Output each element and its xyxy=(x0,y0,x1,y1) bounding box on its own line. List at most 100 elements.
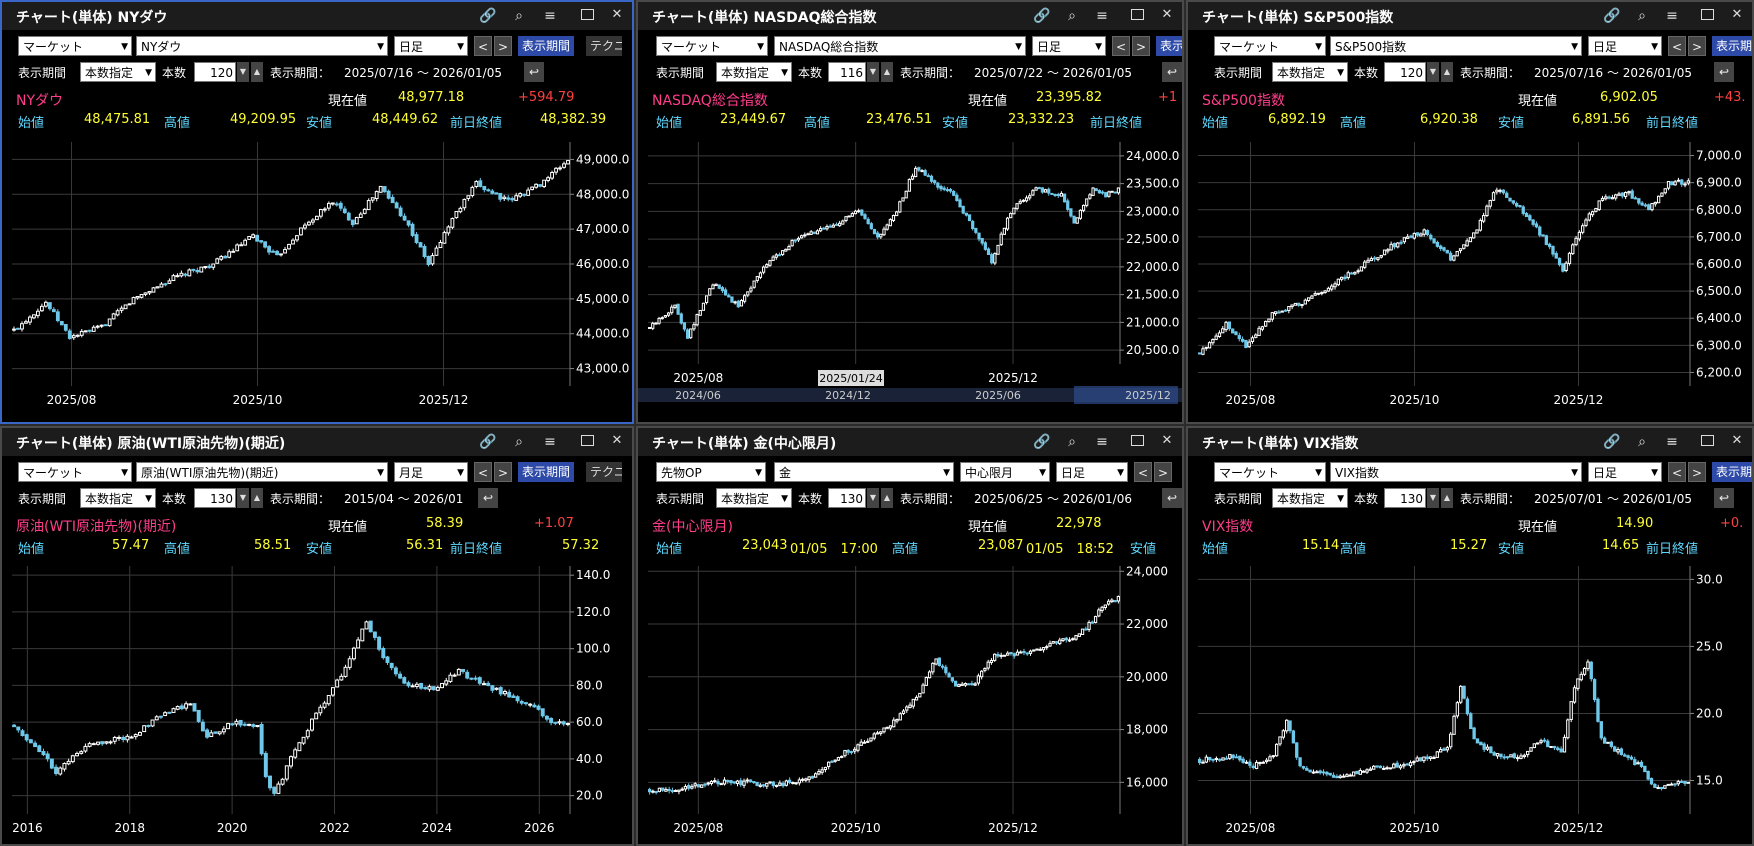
close-icon[interactable]: ✕ xyxy=(1161,433,1173,448)
count-up[interactable]: ▲ xyxy=(1441,488,1453,508)
panel-titlebar[interactable]: チャート(単体) NASDAQ総合指数 🔗 ⌕ ≡ ✕ xyxy=(638,2,1182,30)
price-chart[interactable]: 30.0 25.0 20.0 15.0 2025/08 2025/10 2025/12 xyxy=(1188,560,1752,844)
next-button[interactable]: > xyxy=(1688,36,1706,56)
reload-icon[interactable]: ↩ xyxy=(1162,488,1182,508)
next-button[interactable]: > xyxy=(1132,36,1150,56)
count-up[interactable]: ▲ xyxy=(1441,62,1453,82)
timeframe-select[interactable]: 日足 ▼ xyxy=(1056,462,1128,482)
count-up[interactable]: ▲ xyxy=(881,62,893,82)
display-period-button[interactable]: 表示期間 xyxy=(1156,36,1182,56)
reload-icon[interactable]: ↩ xyxy=(1714,488,1734,508)
count-up[interactable]: ▲ xyxy=(251,62,263,82)
count-up[interactable]: ▲ xyxy=(881,488,893,508)
period-mode-select[interactable]: 本数指定 ▼ xyxy=(1272,62,1348,82)
period-mode-select[interactable]: 本数指定 ▼ xyxy=(80,488,156,508)
menu-icon[interactable]: ≡ xyxy=(1666,8,1678,24)
count-input[interactable]: 130 xyxy=(828,488,866,508)
market-select[interactable]: マーケット ▼ xyxy=(1214,36,1326,56)
prev-button[interactable]: < xyxy=(474,462,492,482)
reload-icon[interactable]: ↩ xyxy=(478,488,498,508)
panel-titlebar[interactable]: チャート(単体) S&P500指数 🔗 ⌕ ≡ ✕ xyxy=(1188,2,1752,30)
count-up[interactable]: ▲ xyxy=(251,488,263,508)
close-icon[interactable]: ✕ xyxy=(611,7,623,22)
reload-icon[interactable]: ↩ xyxy=(1162,62,1182,82)
link-icon[interactable]: 🔗 xyxy=(1603,434,1621,450)
next-button[interactable]: > xyxy=(1688,462,1706,482)
panel-titlebar[interactable]: チャート(単体) VIX指数 🔗 ⌕ ≡ ✕ xyxy=(1188,428,1752,456)
market-select[interactable]: マーケット ▼ xyxy=(18,36,132,56)
count-down[interactable]: ▼ xyxy=(867,488,879,508)
price-chart[interactable]: 140.0 120.0 100.0 80.0 60.0 40.0 20.0 2016 2018 2… xyxy=(2,560,632,844)
period-mode-select[interactable]: 本数指定 ▼ xyxy=(716,488,792,508)
count-input[interactable]: 130 xyxy=(1384,488,1426,508)
search-icon[interactable]: ⌕ xyxy=(1068,8,1076,24)
instrument-select[interactable]: NYダウ ▼ xyxy=(136,36,388,56)
search-icon[interactable]: ⌕ xyxy=(1638,8,1646,24)
timeframe-select[interactable]: 日足 ▼ xyxy=(1588,36,1662,56)
count-down[interactable]: ▼ xyxy=(237,62,249,82)
technical-button[interactable]: テクニ xyxy=(586,462,622,482)
restore-icon[interactable] xyxy=(1694,5,1720,25)
display-period-button[interactable]: 表示期間 xyxy=(1712,36,1752,56)
restore-icon[interactable] xyxy=(574,431,600,451)
next-button[interactable]: > xyxy=(494,462,512,482)
panel-titlebar[interactable]: チャート(単体) NYダウ 🔗 ⌕ ≡ ✕ xyxy=(2,2,632,30)
menu-icon[interactable]: ≡ xyxy=(1666,434,1678,450)
link-icon[interactable]: 🔗 xyxy=(479,434,497,450)
count-input[interactable]: 120 xyxy=(194,62,236,82)
market-select[interactable]: マーケット ▼ xyxy=(18,462,132,482)
menu-icon[interactable]: ≡ xyxy=(544,8,556,24)
restore-icon[interactable] xyxy=(1124,431,1150,451)
link-icon[interactable]: 🔗 xyxy=(1033,8,1051,24)
instrument-select[interactable]: S&P500指数 ▼ xyxy=(1330,36,1582,56)
count-input[interactable]: 130 xyxy=(194,488,236,508)
close-icon[interactable]: ✕ xyxy=(611,433,623,448)
menu-icon[interactable]: ≡ xyxy=(1096,434,1108,450)
instrument-select[interactable]: NASDAQ総合指数 ▼ xyxy=(774,36,1026,56)
close-icon[interactable]: ✕ xyxy=(1731,7,1743,22)
close-icon[interactable]: ✕ xyxy=(1731,433,1743,448)
prev-button[interactable]: < xyxy=(474,36,492,56)
count-input[interactable]: 116 xyxy=(828,62,866,82)
instrument-select[interactable]: VIX指数 ▼ xyxy=(1330,462,1582,482)
instrument-select[interactable]: 金 ▼ xyxy=(774,462,954,482)
search-icon[interactable]: ⌕ xyxy=(1068,434,1076,450)
count-down[interactable]: ▼ xyxy=(867,62,879,82)
period-mode-select[interactable]: 本数指定 ▼ xyxy=(80,62,156,82)
instrument-select[interactable]: 原油(WTI原油先物)(期近) ▼ xyxy=(136,462,388,482)
restore-icon[interactable] xyxy=(1124,5,1150,25)
search-icon[interactable]: ⌕ xyxy=(1638,434,1646,450)
market-select[interactable]: マーケット ▼ xyxy=(656,36,768,56)
panel-titlebar[interactable]: チャート(単体) 金(中心限月) 🔗 ⌕ ≡ ✕ xyxy=(638,428,1182,456)
market-select[interactable]: 先物OP ▼ xyxy=(656,462,766,482)
reload-icon[interactable]: ↩ xyxy=(524,62,544,82)
timeframe-select[interactable]: 日足 ▼ xyxy=(1588,462,1662,482)
next-button[interactable]: > xyxy=(1154,462,1172,482)
menu-icon[interactable]: ≡ xyxy=(1096,8,1108,24)
count-down[interactable]: ▼ xyxy=(1427,62,1439,82)
restore-icon[interactable] xyxy=(1694,431,1720,451)
display-period-button[interactable]: 表示期間 xyxy=(518,36,575,56)
reload-icon[interactable]: ↩ xyxy=(1714,62,1734,82)
count-input[interactable]: 120 xyxy=(1384,62,1426,82)
link-icon[interactable]: 🔗 xyxy=(479,8,497,24)
market-select[interactable]: マーケット ▼ xyxy=(1214,462,1326,482)
link-icon[interactable]: 🔗 xyxy=(1603,8,1621,24)
next-button[interactable]: > xyxy=(494,36,512,56)
prev-button[interactable]: < xyxy=(1134,462,1152,482)
timeframe-select[interactable]: 日足 ▼ xyxy=(394,36,468,56)
display-period-button[interactable]: 表示期間 xyxy=(518,462,575,482)
technical-button[interactable]: テクニ xyxy=(586,36,622,56)
prev-button[interactable]: < xyxy=(1668,462,1686,482)
count-down[interactable]: ▼ xyxy=(237,488,249,508)
timeframe-select[interactable]: 月足 ▼ xyxy=(394,462,468,482)
menu-icon[interactable]: ≡ xyxy=(544,434,556,450)
timeframe-select[interactable]: 日足 ▼ xyxy=(1032,36,1106,56)
display-period-button[interactable]: 表示期間 xyxy=(1712,462,1752,482)
price-chart[interactable]: 49,000.0 48,000.0 47,000.0 46,000.0 45,000.0… xyxy=(2,136,632,416)
search-icon[interactable]: ⌕ xyxy=(515,434,523,450)
period-mode-select[interactable]: 本数指定 ▼ xyxy=(716,62,792,82)
close-icon[interactable]: ✕ xyxy=(1161,7,1173,22)
link-icon[interactable]: 🔗 xyxy=(1033,434,1051,450)
price-chart[interactable]: 24,000 22,000 20,000 18,000 16,000 2025/08 202… xyxy=(638,560,1182,844)
